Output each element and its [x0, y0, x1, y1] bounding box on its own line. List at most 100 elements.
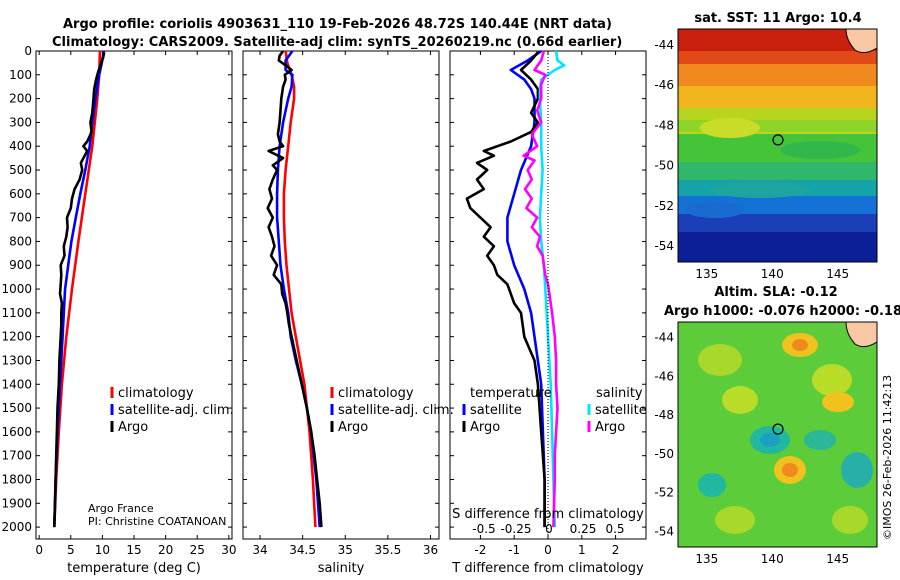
sst-ytick-label: -44: [654, 38, 674, 52]
depth-tick-label: 100: [9, 68, 32, 82]
depth-tick-label: 1600: [1, 425, 32, 439]
salinity-xtick-label: 36: [423, 543, 438, 557]
sst-map-frame: [677, 28, 878, 263]
depth-tick-label: 600: [9, 187, 32, 201]
sst-ytick-label: -52: [654, 199, 674, 213]
depth-tick-label: 1400: [1, 377, 32, 391]
salinity-xtick-label: 35.5: [375, 543, 402, 557]
sla-xtick-label: 135: [695, 552, 718, 566]
legend-title-temperature: temperature: [470, 386, 552, 401]
legend-label: climatology: [118, 386, 194, 401]
legend-label: satellite-adj. clim.: [338, 403, 454, 418]
difference-line-temperature-satellite: [506, 51, 546, 528]
difference-series-group: [465, 51, 566, 528]
depth-tick-label: 0: [24, 44, 32, 58]
temperature-xtick-label: 30: [221, 543, 236, 557]
s-tick: -0.25: [500, 522, 531, 536]
sst-ytick-label: -54: [654, 239, 674, 253]
header-line-2: Climatology: CARS2009. Satellite-adj cli…: [52, 35, 622, 50]
salinity-difference-label: S difference from climatology: [452, 507, 644, 522]
depth-tick-label: 200: [9, 92, 32, 106]
depth-tick-label: 1300: [1, 353, 32, 367]
legend-label: satellite: [595, 403, 647, 418]
sla-map-subtitle: Argo h1000: -0.076 h2000: -0.18: [664, 304, 900, 319]
legend-label: climatology: [338, 386, 414, 401]
difference-xtick-label: 1: [578, 543, 586, 557]
depth-tick-label: 800: [9, 234, 32, 248]
salinity-axes: [242, 50, 440, 540]
s-tick: 0.5: [605, 522, 624, 536]
header-line-1: Argo profile: coriolis 4903631_110 19-Fe…: [63, 17, 612, 32]
temperature-xtick-label: 25: [190, 543, 205, 557]
sst-ytick-label: -48: [654, 118, 674, 132]
sla-ytick-label: -52: [654, 486, 674, 500]
line-layer: [53, 51, 566, 528]
depth-tick-label: 700: [9, 211, 32, 225]
difference-line-temperature-argo: [465, 51, 546, 528]
temperature-series-group: [53, 51, 106, 528]
salinity-line-climatology: [282, 51, 317, 528]
depth-tick-label: 300: [9, 115, 32, 129]
difference-xtick-label: -1: [508, 543, 520, 557]
sst-map-title: sat. SST: 11 Argo: 10.4: [694, 11, 861, 26]
depth-tick-label: 1200: [1, 330, 32, 344]
sla-ytick-label: -48: [654, 408, 674, 422]
salinity-legend: climatology satellite-adj. clim. Argo: [330, 386, 454, 435]
sla-map-title: Altim. SLA: -0.12: [714, 285, 837, 300]
depth-tick-label: 1100: [1, 306, 32, 320]
legend-label: Argo: [595, 420, 625, 435]
difference-line-salinity-argo: [522, 51, 559, 528]
sla-xtick-label: 140: [761, 552, 784, 566]
s-tick: -0.5: [472, 522, 495, 536]
sla-argo-position-marker: [772, 423, 784, 435]
depth-tick-label: 1900: [1, 496, 32, 510]
sst-map-field: [678, 29, 877, 262]
temperature-xtick-label: 20: [158, 543, 173, 557]
difference-xlabel: T difference from climatology: [451, 561, 644, 576]
tick-layer: 0100200300400500600700800900100011001200…: [1, 38, 849, 566]
depth-tick-label: 500: [9, 163, 32, 177]
sst-ytick-label: -46: [654, 78, 674, 92]
legend-title-salinity: salinity: [596, 386, 643, 401]
temperature-line-satellite-adj-clim-: [53, 51, 105, 528]
credit-pi: PI: Christine COATANOAN: [88, 515, 226, 528]
difference-xtick-label: 2: [612, 543, 620, 557]
sla-map-frame: [677, 321, 878, 548]
sst-xtick-label: 140: [761, 267, 784, 281]
depth-tick-label: 1800: [1, 472, 32, 486]
sst-xtick-label: 145: [826, 267, 849, 281]
difference-legend: temperature salinity satellite Argo sate…: [462, 386, 647, 435]
legend-label: Argo: [338, 420, 368, 435]
legend-label: satellite-adj. clim.: [118, 403, 234, 418]
temperature-legend: climatology satellite-adj. clim. Argo: [110, 386, 234, 435]
difference-xtick-label: 0: [544, 543, 552, 557]
salinity-xtick-label: 34: [252, 543, 267, 557]
s-tick: 0: [545, 522, 553, 536]
salinity-line-argo: [266, 51, 323, 528]
depth-tick-label: 1000: [1, 282, 32, 296]
salinity-xtick-label: 35: [338, 543, 353, 557]
salinity-series-group: [266, 51, 323, 528]
salinity-xlabel: salinity: [318, 561, 365, 576]
sla-ytick-label: -50: [654, 447, 674, 461]
sst-ytick-label: -50: [654, 159, 674, 173]
depth-tick-label: 1500: [1, 401, 32, 415]
temperature-xtick-label: 15: [126, 543, 141, 557]
credit-org: Argo France: [88, 502, 154, 515]
sst-argo-position-marker: [772, 134, 784, 146]
legend-label: Argo: [118, 420, 148, 435]
s-tick: 0.25: [570, 522, 597, 536]
imos-stamp: ©IMOS 26-Feb-2026 11:42:13: [881, 375, 894, 540]
temperature-line-argo: [53, 51, 106, 528]
depth-tick-label: 900: [9, 258, 32, 272]
depth-tick-label: 2000: [1, 520, 32, 534]
temperature-xlabel: temperature (deg C): [67, 561, 201, 576]
legend-label: Argo: [470, 420, 500, 435]
sla-ytick-label: -54: [654, 524, 674, 538]
depth-tick-label: 400: [9, 139, 32, 153]
difference-xtick-label: -2: [474, 543, 486, 557]
sla-ytick-label: -46: [654, 369, 674, 383]
depth-tick-label: 1700: [1, 449, 32, 463]
salinity-xtick-label: 34.5: [289, 543, 316, 557]
